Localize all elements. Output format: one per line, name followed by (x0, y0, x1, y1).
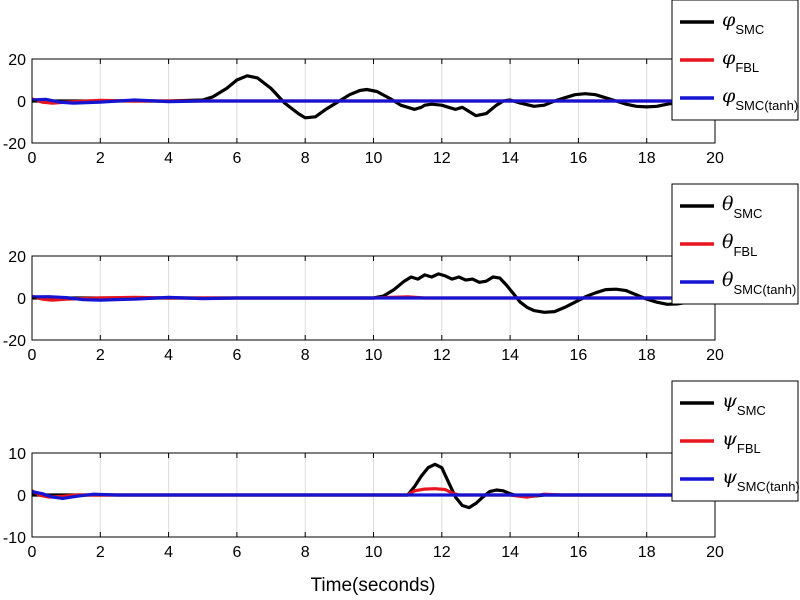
y-tick-label: 20 (8, 52, 26, 69)
series-line-smc (32, 74, 715, 120)
subplot-2: 0 2 4 6 8 10 12 14 16 18 20-20020θSMCθFBLθSMC(tanh… (3, 183, 799, 364)
subplot-1: 0 2 4 6 8 10 12 14 16 18 20-20020φSMCφFBLφSMC(tanh… (3, 0, 799, 167)
legend-label: φFBL (722, 47, 759, 75)
legend-symbol: φ (722, 85, 736, 107)
y-tick-label: 0 (17, 291, 26, 308)
legend-label: ψSMC(tanh) (722, 466, 800, 494)
x-tick-label: 14 (501, 347, 519, 364)
subplots: 0 2 4 6 8 10 12 14 16 18 20-20020φSMCφFBLφSMC(tanh… (3, 0, 800, 561)
x-axis-label: Time(seconds) (311, 575, 436, 596)
x-tick-label: 16 (570, 347, 588, 364)
legend-subscript: SMC (735, 22, 764, 37)
legend-subscript: FBL (737, 441, 761, 456)
x-tick-label: 6 (232, 544, 241, 561)
legend-symbol: φ (722, 47, 736, 69)
legend-subscript: SMC(tanh) (733, 282, 796, 297)
y-tick-label: 0 (17, 94, 26, 111)
x-tick-label: 2 (96, 544, 105, 561)
y-tick-label: -20 (3, 333, 26, 350)
y-tick-label: -10 (3, 530, 26, 547)
x-tick-label: 14 (501, 544, 519, 561)
x-tick-label: 0 (28, 544, 37, 561)
legend-label: φSMC(tanh) (722, 85, 798, 113)
x-tick-label: 20 (706, 150, 724, 167)
legend-subscript: SMC (733, 206, 762, 221)
x-tick-label: 20 (706, 347, 724, 364)
legend-subscript: SMC(tanh) (735, 98, 798, 113)
legend-label: θSMC (722, 193, 762, 221)
x-tick-label: 4 (164, 544, 173, 561)
x-tick-label: 20 (706, 544, 724, 561)
legend-symbol: ψ (722, 390, 738, 412)
x-tick-label: 6 (232, 150, 241, 167)
x-tick-label: 10 (365, 544, 383, 561)
legend-symbol: θ (722, 231, 734, 253)
x-tick-label: 0 (28, 347, 37, 364)
x-tick-label: 8 (301, 150, 310, 167)
x-tick-label: 10 (365, 347, 383, 364)
legend-subscript: SMC(tanh) (737, 479, 800, 494)
x-tick-label: 4 (164, 150, 173, 167)
legend-subscript: FBL (733, 244, 757, 259)
x-tick-label: 2 (96, 347, 105, 364)
x-tick-label: 12 (433, 347, 451, 364)
legend-label: φSMC (722, 9, 764, 37)
x-tick-label: 4 (164, 347, 173, 364)
x-tick-label: 18 (638, 150, 656, 167)
legend-label: θSMC(tanh) (722, 269, 796, 297)
legend-subscript: SMC (737, 403, 766, 418)
legend-symbol: θ (722, 193, 734, 215)
x-tick-label: 2 (96, 150, 105, 167)
x-tick-label: 18 (638, 347, 656, 364)
legend-symbol: ψ (722, 428, 738, 450)
series-line-smc-tanh (32, 490, 715, 500)
x-tick-label: 16 (570, 544, 588, 561)
legend-label: ψSMC (722, 390, 766, 418)
series-line-fbl (32, 487, 715, 499)
x-tick-label: 12 (433, 150, 451, 167)
legend-label: ψFBL (722, 428, 761, 456)
y-tick-label: -20 (3, 136, 26, 153)
y-tick-label: 0 (17, 488, 26, 505)
x-tick-label: 6 (232, 347, 241, 364)
series-line-smc (32, 272, 715, 314)
x-tick-label: 10 (365, 150, 383, 167)
legend-symbol: ψ (722, 466, 738, 488)
legend-label: θFBL (722, 231, 757, 259)
x-tick-label: 18 (638, 544, 656, 561)
legend-symbol: φ (722, 9, 736, 31)
y-tick-label: 20 (8, 249, 26, 266)
y-tick-label: 10 (8, 446, 26, 463)
legend-symbol: θ (722, 269, 734, 291)
x-tick-label: 8 (301, 544, 310, 561)
series-line-smc-tanh (32, 97, 715, 105)
series-line-smc-tanh (32, 295, 715, 302)
x-tick-label: 16 (570, 150, 588, 167)
x-tick-label: 0 (28, 150, 37, 167)
legend-subscript: FBL (735, 60, 759, 75)
x-tick-label: 14 (501, 150, 519, 167)
x-tick-label: 12 (433, 544, 451, 561)
x-tick-label: 8 (301, 347, 310, 364)
subplot-3: 0 2 4 6 8 10 12 14 16 18 20-10010ψSMCψFBLψSMC(tanh… (3, 380, 800, 561)
